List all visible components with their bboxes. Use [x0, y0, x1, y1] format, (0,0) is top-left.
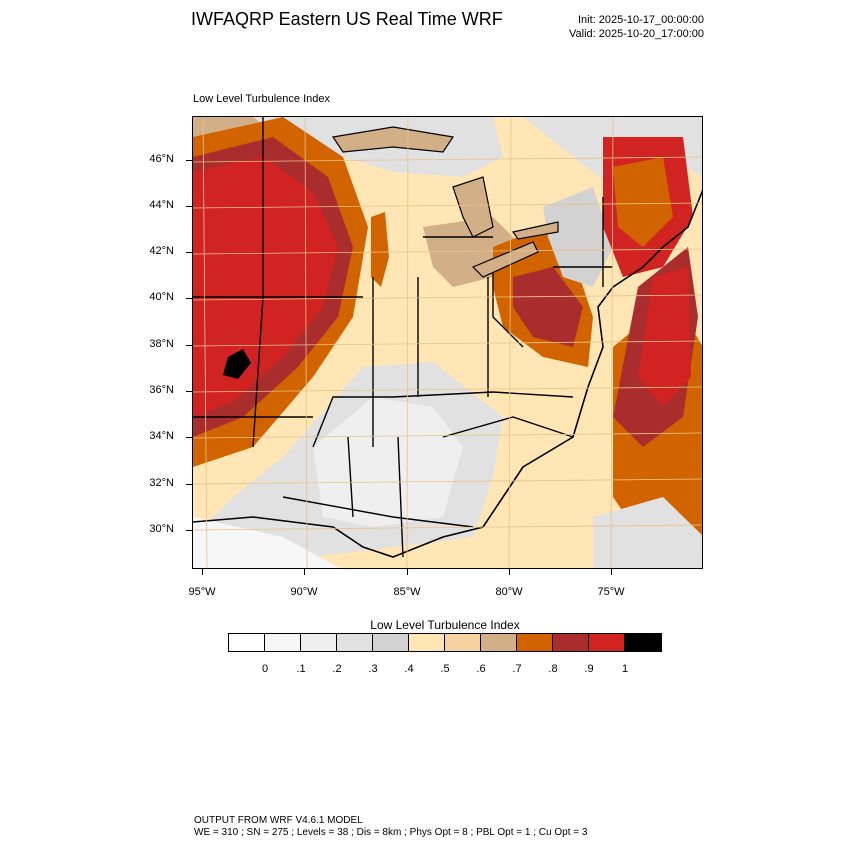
colorbar-label: .9: [584, 663, 594, 675]
lat-tick: [186, 298, 192, 299]
lon-label: 80°W: [495, 586, 523, 598]
lon-tick: [509, 569, 510, 575]
lon-label: 85°W: [393, 586, 421, 598]
colorbar-swatch: [589, 634, 625, 651]
lon-label: 75°W: [597, 586, 625, 598]
lat-tick: [186, 484, 192, 485]
lat-label: 42°N: [149, 245, 174, 257]
lake-ontario: [511, 221, 559, 240]
lon-label: 90°W: [290, 586, 318, 598]
field-atlantic-red: [638, 267, 691, 407]
footer-line-config: WE = 310 ; SN = 275 ; Levels = 38 ; Dis …: [194, 827, 588, 838]
field-sea-grey: [593, 497, 702, 568]
lat-tick: [186, 345, 192, 346]
colorbar-label: .8: [548, 663, 558, 675]
lat-tick: [186, 206, 192, 207]
plot-title: IWFAQRP Eastern US Real Time WRF: [191, 9, 503, 29]
field-midatl-red: [513, 267, 583, 347]
colorbar-label: .3: [368, 663, 378, 675]
coastline: [193, 189, 702, 558]
field-label: Low Level Turbulence Index: [193, 93, 330, 105]
run-info: Init: 2025-10-17_00:00:00 Valid: 2025-10…: [569, 13, 704, 41]
colorbar-label: .5: [440, 663, 450, 675]
lat-tick: [186, 160, 192, 161]
field-west-red: [193, 157, 338, 417]
colorbar-label: .4: [404, 663, 414, 675]
lat-tick: [186, 530, 192, 531]
graticule: [193, 117, 702, 568]
footer-line-model: OUTPUT FROM WRF V4.6.1 MODEL: [194, 815, 363, 826]
colorbar-swatch: [373, 634, 409, 651]
model-footer: OUTPUT FROM WRF V4.6.1 MODEL WE = 310 ; …: [194, 815, 587, 839]
lon-tick: [304, 569, 305, 575]
field-southeast-light: [313, 397, 463, 527]
lat-tick: [186, 437, 192, 438]
turbulence-map: [193, 117, 702, 568]
colorbar-label: .1: [296, 663, 306, 675]
lake-michigan: [371, 212, 389, 287]
field-newengland-orange: [613, 157, 673, 247]
colorbar-swatch: [625, 634, 661, 651]
valid-time: Valid: 2025-10-20_17:00:00: [569, 28, 704, 40]
colorbar-swatch: [445, 634, 481, 651]
lat-label: 40°N: [149, 291, 174, 303]
lon-tick: [202, 569, 203, 575]
lon-tick: [407, 569, 408, 575]
colorbar-swatch: [265, 634, 301, 651]
colorbar-swatch: [301, 634, 337, 651]
lon-tick: [611, 569, 612, 575]
colorbar-title: Low Level Turbulence Index: [370, 618, 520, 632]
colorbar-label: 1: [621, 663, 629, 675]
colorbar: [228, 633, 662, 652]
colorbar-swatch: [481, 634, 517, 651]
lon-label: 95°W: [188, 586, 216, 598]
colorbar-swatch: [337, 634, 373, 651]
lat-label: 38°N: [149, 338, 174, 350]
lat-tick: [186, 391, 192, 392]
colorbar-swatch: [229, 634, 265, 651]
field-west-black: [223, 349, 251, 379]
colorbar-swatch: [409, 634, 445, 651]
colorbar-label: .7: [512, 663, 522, 675]
map-panel: [192, 116, 703, 569]
lake-huron: [452, 176, 494, 238]
lat-label: 36°N: [149, 384, 174, 396]
lat-tick: [186, 252, 192, 253]
colorbar-swatch: [517, 634, 553, 651]
lat-label: 44°N: [149, 199, 174, 211]
colorbar-label: 0: [261, 663, 269, 675]
colorbar-label: .6: [476, 663, 486, 675]
lat-label: 46°N: [149, 153, 174, 165]
lat-label: 30°N: [149, 523, 174, 535]
lat-label: 34°N: [149, 430, 174, 442]
lat-label: 32°N: [149, 477, 174, 489]
colorbar-swatch: [553, 634, 589, 651]
lake-superior: [331, 126, 455, 153]
init-time: Init: 2025-10-17_00:00:00: [578, 14, 704, 26]
field-ny-grey: [543, 187, 613, 287]
colorbar-label: .2: [332, 663, 342, 675]
